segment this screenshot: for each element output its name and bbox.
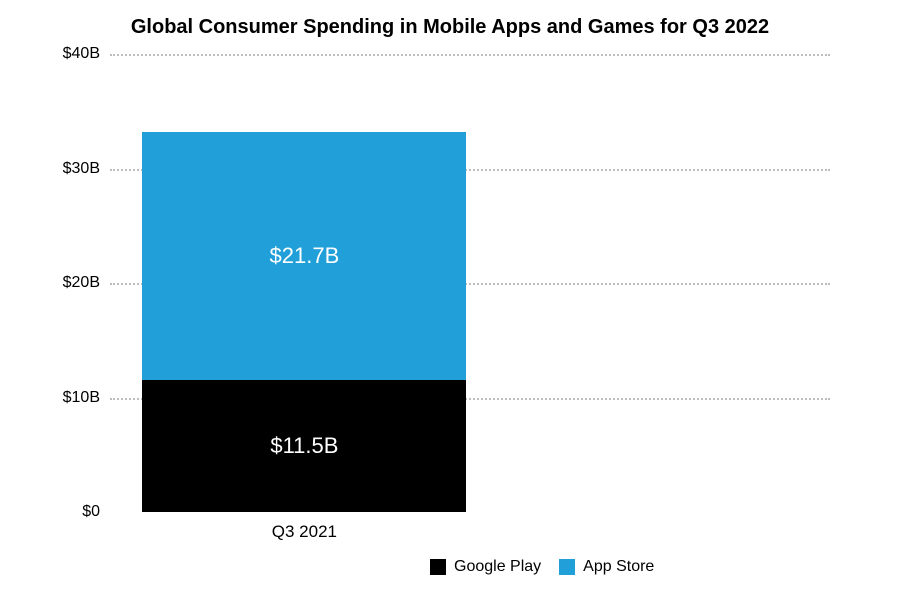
legend-swatch [559,559,575,575]
bar-segment-label: $21.7B [270,243,340,269]
chart-stage: Global Consumer Spending in Mobile Apps … [0,0,900,594]
chart-title: Global Consumer Spending in Mobile Apps … [0,16,900,39]
y-tick-label: $10B [63,389,110,407]
bar-segment-google-play: $11.5B [142,380,466,512]
stacked-bar-q3-2021: $11.5B $21.7B [142,132,466,512]
legend-item-google-play: Google Play [430,558,541,576]
y-tick-label: $40B [63,45,110,63]
gridline [110,54,830,56]
y-tick-label: $0 [82,503,110,521]
bar-segment-label: $11.5B [270,433,338,459]
bar-segment-app-store: $21.7B [142,132,466,380]
x-tick-label: Q3 2021 [272,512,337,542]
legend: Google Play App Store [430,558,654,576]
plot-area: $0$10B$20B$30B$40B$11.5B$21.7BQ3 2021 [110,54,830,512]
y-tick-label: $30B [63,160,110,178]
legend-item-app-store: App Store [559,558,654,576]
y-tick-label: $20B [63,274,110,292]
legend-label: App Store [583,558,654,576]
legend-swatch [430,559,446,575]
legend-label: Google Play [454,558,541,576]
